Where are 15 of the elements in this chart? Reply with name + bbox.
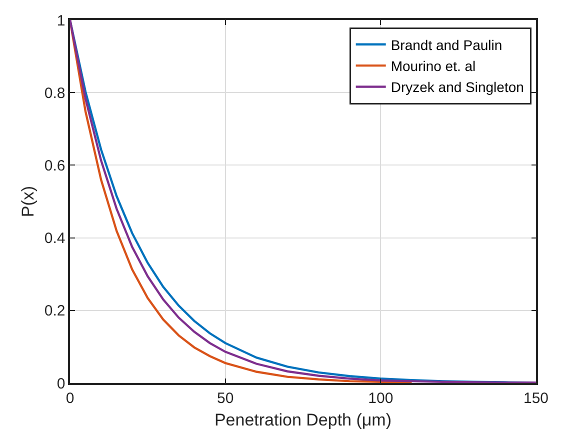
y-axis-title: P(x) xyxy=(18,186,38,218)
legend-label: Dryzek and Singleton xyxy=(390,79,524,96)
x-tick-label: 150 xyxy=(523,390,549,407)
x-axis-title: Penetration Depth (μm) xyxy=(214,410,392,430)
x-tick-label: 50 xyxy=(216,390,234,407)
line-series xyxy=(70,20,536,383)
y-tick-label: 0 xyxy=(56,375,66,392)
y-tick-label: 0.4 xyxy=(44,230,66,248)
x-tick-label: 100 xyxy=(368,390,394,407)
y-tick-label: 0.6 xyxy=(44,157,66,174)
y-tick-label: 1 xyxy=(56,12,66,30)
legend-label: Brandt and Paulin xyxy=(390,36,502,53)
legend-label: Mourino et. al xyxy=(390,58,476,74)
y-tick-label: 0.2 xyxy=(44,302,66,320)
y-tick-label: 0.8 xyxy=(44,84,66,102)
